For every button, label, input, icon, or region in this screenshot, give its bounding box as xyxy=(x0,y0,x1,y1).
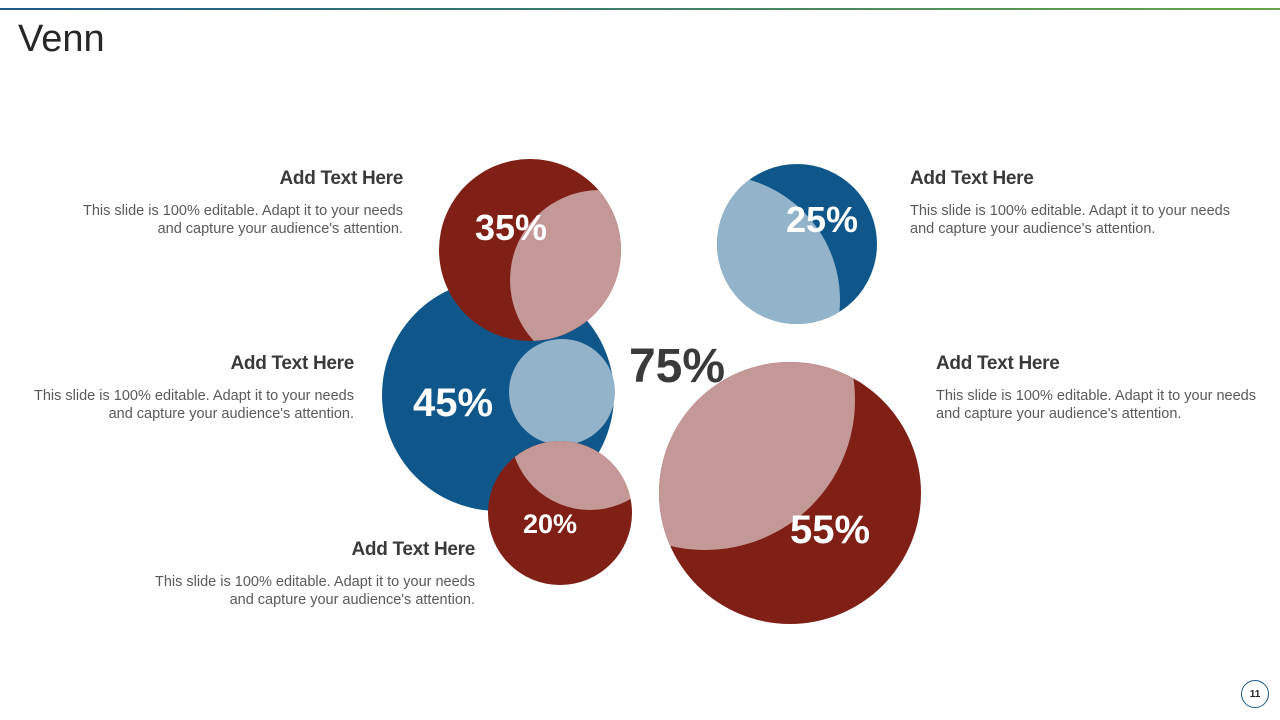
circle-55-label: 55% xyxy=(790,508,870,552)
top-accent-rule xyxy=(0,8,1280,10)
text-block-top-right: Add Text Here This slide is 100% editabl… xyxy=(910,168,1230,238)
text-block-middle-right: Add Text Here This slide is 100% editabl… xyxy=(936,353,1256,423)
text-block-heading: Add Text Here xyxy=(351,539,476,560)
slide-title: Venn xyxy=(18,18,105,60)
text-block-body: This slide is 100% editable. Adapt it to… xyxy=(910,203,1230,237)
center-label: 75% xyxy=(629,340,725,393)
text-block-heading: Add Text Here xyxy=(230,353,355,374)
text-block-body: This slide is 100% editable. Adapt it to… xyxy=(936,388,1256,422)
circle-25-overlap xyxy=(717,175,840,324)
text-block-bottom-left: Add Text Here This slide is 100% editabl… xyxy=(155,539,475,609)
circle-35-label: 35% xyxy=(475,207,547,248)
page-number-badge: 11 xyxy=(1241,680,1269,708)
text-block-middle-left: Add Text Here This slide is 100% editabl… xyxy=(34,353,354,423)
text-block-heading: Add Text Here xyxy=(279,168,404,189)
circle-55-overlap xyxy=(659,362,855,550)
text-block-body: This slide is 100% editable. Adapt it to… xyxy=(34,388,354,422)
text-block-heading: Add Text Here xyxy=(936,353,1060,374)
text-block-top-left: Add Text Here This slide is 100% editabl… xyxy=(83,168,403,238)
circle-45-label: 45% xyxy=(413,381,493,425)
circle-45-overlap-region xyxy=(509,339,615,445)
circle-25-label: 25% xyxy=(786,199,858,240)
text-block-heading: Add Text Here xyxy=(910,168,1034,189)
text-block-body: This slide is 100% editable. Adapt it to… xyxy=(83,203,403,237)
text-block-body: This slide is 100% editable. Adapt it to… xyxy=(155,574,475,608)
circle-35-overlap xyxy=(510,190,621,341)
circle-20-label: 20% xyxy=(523,509,577,539)
